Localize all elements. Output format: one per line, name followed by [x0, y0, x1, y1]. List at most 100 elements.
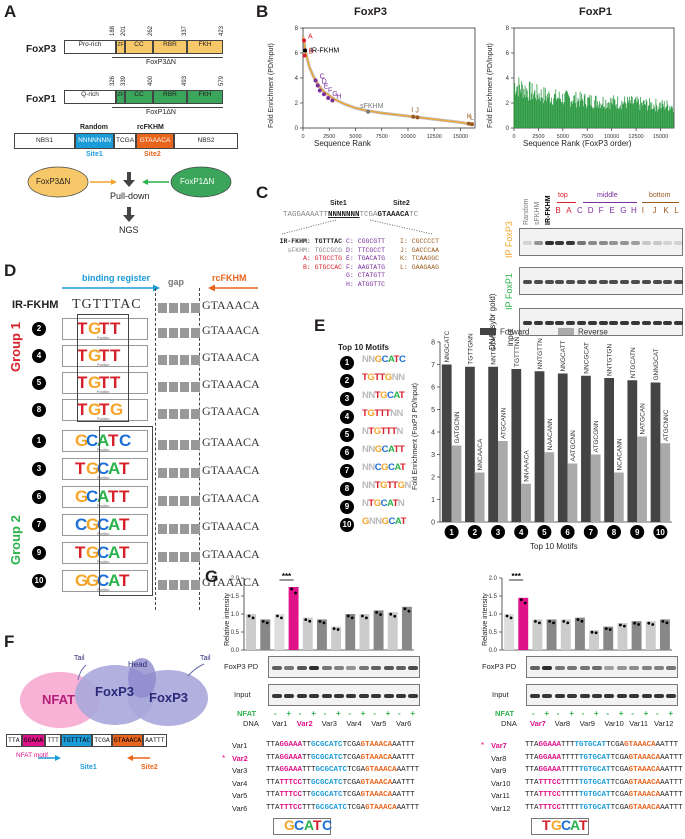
- motif-logo-text: NNTGCAT: [362, 390, 405, 401]
- site2-arrowhead: [127, 755, 133, 761]
- category-label: 4: [519, 528, 524, 537]
- gel-band: [598, 321, 608, 325]
- nbs2-box: NBS2: [174, 133, 238, 149]
- gel-band: [309, 694, 320, 698]
- y-tick-label: 1.0: [231, 612, 240, 618]
- row-fkhm-seq: GTAAACA: [202, 377, 260, 391]
- gel-band: [523, 321, 532, 325]
- gel-band: [631, 241, 640, 245]
- guide-line: [369, 219, 433, 235]
- gap-block: [158, 551, 167, 562]
- gap-block: [191, 551, 200, 562]
- sequence-segment: TTTT: [561, 791, 580, 799]
- row-fkhm-seq: GTAAACA: [202, 463, 260, 477]
- gap-block: [180, 495, 189, 506]
- foxp3-xlabel: Sequence Rank: [314, 139, 371, 148]
- foxp3-label: FoxP3: [26, 44, 57, 55]
- motif-logo: T G T T Position: [62, 372, 148, 394]
- y-tick-label: 1.5: [489, 594, 498, 600]
- replicate-dot: [552, 621, 555, 625]
- gel-band: [604, 694, 615, 698]
- foxp1-rank-chart: 0 2 4 6 8 0 2500 5000 7500 10000 12500 15000: [506, 26, 675, 140]
- nfat-sign: -: [631, 709, 634, 718]
- relative-intensity-bar: [631, 621, 642, 650]
- c-list-item: sFKHM: TGCCGCG: [287, 246, 342, 254]
- x-tick-label: 0: [301, 134, 304, 140]
- nfat-sign: +: [569, 709, 574, 718]
- motif-number-badge: 6: [340, 446, 354, 460]
- logo-letter: C: [97, 459, 110, 478]
- gel-band: [523, 280, 532, 284]
- y-tick-label: 0.5: [231, 630, 240, 636]
- replicate-dot: [509, 616, 513, 620]
- random-text: NNNNNNN: [78, 137, 111, 144]
- var-label: Var6: [396, 719, 412, 728]
- seq-fkhm: GTAAACA: [377, 211, 410, 219]
- gap-block: [169, 439, 178, 450]
- var-label: Var4: [346, 719, 362, 728]
- group1-register-box: [77, 314, 129, 422]
- foxp3-construct-line: [112, 57, 223, 58]
- gel-band: [555, 241, 565, 245]
- motif-letter: T: [374, 408, 380, 419]
- gel-band: [544, 280, 554, 284]
- gel-band: [555, 280, 565, 284]
- replicate-dot: [604, 627, 608, 630]
- sig-annotation: ***: [282, 572, 292, 581]
- legend-forward-swatch: [480, 328, 496, 335]
- sequence-segment: GGAAA: [279, 753, 303, 762]
- category-label: 7: [589, 528, 594, 537]
- gap-block: [180, 327, 189, 338]
- y-tick-label: 4: [295, 76, 299, 82]
- c-list-col2: C: CGGCGTT D: TTCGCCT E: TGACATG F: AAGT…: [346, 238, 385, 289]
- f-site2-label: Site2: [141, 764, 158, 771]
- nfat-sign: -: [274, 709, 277, 718]
- logo-axis: Position: [97, 588, 110, 592]
- sequence-segment: TTA: [266, 803, 280, 812]
- motif-letter: G: [384, 372, 392, 383]
- y-tick-label: 0: [295, 126, 299, 132]
- e-motif-bar-chart: 0 1 2 3 4 5 6 7 8 Forward Reverse NNGCATC GATGCNN 1 TG…: [431, 328, 672, 539]
- replicate-dot: [647, 621, 651, 625]
- motif-letter: G: [367, 408, 375, 419]
- logo-letter: T: [77, 319, 88, 338]
- gel-band: [652, 280, 662, 284]
- gel-band: [408, 666, 419, 670]
- y-tick-label: 8: [506, 26, 510, 32]
- gel-band: [396, 694, 406, 698]
- relative-intensity-bar: [316, 619, 327, 650]
- motif-letter: N: [362, 480, 369, 491]
- motif-logo: G C A T T Position: [62, 486, 148, 508]
- sequence-segment: AATTT: [660, 753, 683, 762]
- g-right-logo: T G C A T: [531, 817, 589, 835]
- motif-letter: N: [368, 354, 375, 365]
- c-list-item: K: TCAAGGC: [400, 255, 440, 262]
- motif-letter: G: [381, 516, 389, 527]
- replicate-dot: [361, 614, 364, 618]
- sequence-segment: TT: [302, 753, 312, 762]
- gel-band: [654, 666, 664, 670]
- bar-reverse: [660, 443, 671, 522]
- domain-label: Pro-rich: [78, 41, 102, 48]
- logo-axis: Position: [97, 448, 110, 452]
- gel-band: [631, 280, 640, 284]
- motif-letter: T: [384, 408, 391, 419]
- row-fkhm-seq: GTAAACA: [202, 350, 260, 364]
- c-list-col3: I: CGCCCCT J: GACCCAA K: TCAAGGC L: GAAG…: [400, 238, 439, 272]
- replicate-dot: [336, 628, 340, 631]
- y-tick-label: 4: [506, 76, 510, 82]
- c-list-item: L: GAAGAAG: [400, 263, 440, 271]
- variant-name: Var10: [491, 778, 511, 788]
- sequence-segment: GGAAA: [279, 766, 303, 774]
- sequence-segment: GTAAACA: [628, 803, 661, 812]
- f-seq-seg: TTA: [6, 734, 22, 747]
- labeled-point: [321, 92, 326, 97]
- group-top: top: [558, 192, 568, 199]
- group-bottom-line: [642, 202, 679, 203]
- sequence-segment: GTAAACA: [360, 791, 393, 799]
- variant-name: Var7: [491, 741, 507, 750]
- logo-letter: T: [77, 346, 88, 365]
- gel-band: [544, 321, 554, 325]
- variant-sequence: TTAGGAAATTTTTGTGCATTCGAGTAAACAAATTT: [525, 754, 683, 762]
- fkhm-box: GTAAACA: [136, 133, 174, 149]
